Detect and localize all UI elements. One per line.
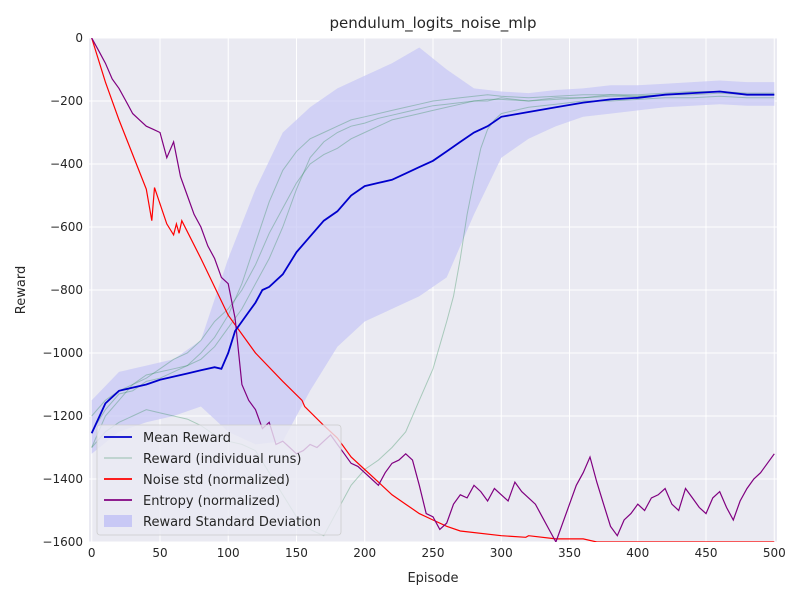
y-tick-label: −1400 bbox=[42, 472, 83, 486]
y-tick-label: −400 bbox=[50, 157, 83, 171]
x-tick-label: 400 bbox=[626, 546, 649, 560]
x-tick-label: 250 bbox=[422, 546, 445, 560]
tick-labels: 0 50 100 150 200 250 300 350 400 450 500 0 −200 −400 −… bbox=[42, 31, 785, 560]
legend-box bbox=[96, 424, 342, 536]
x-tick-label: 350 bbox=[558, 546, 581, 560]
individual-run-line bbox=[91, 90, 775, 433]
y-tick-label: −1200 bbox=[42, 409, 83, 423]
mean-reward-line bbox=[90, 90, 775, 434]
x-tick-label: 500 bbox=[763, 546, 786, 560]
x-tick-label: 100 bbox=[217, 546, 240, 560]
x-tick-label: 300 bbox=[490, 546, 513, 560]
y-tick-label: −600 bbox=[50, 220, 83, 234]
entropy-line bbox=[91, 38, 775, 542]
legend-label: Reward Standard Deviation bbox=[143, 515, 321, 530]
reward-std-band bbox=[91, 47, 775, 454]
individual-run-line bbox=[91, 91, 775, 448]
x-tick-label: 150 bbox=[285, 546, 308, 560]
legend-label: Noise std (normalized) bbox=[143, 473, 290, 488]
individual-run-line bbox=[91, 92, 775, 417]
plot-area bbox=[90, 38, 775, 542]
y-tick-label: −1000 bbox=[42, 346, 83, 360]
chart-title: pendulum_logits_noise_mlp bbox=[330, 14, 537, 33]
x-axis-label: Episode bbox=[407, 571, 458, 586]
x-tick-label: 0 bbox=[88, 546, 96, 560]
legend-swatch bbox=[104, 515, 132, 527]
y-tick-label: −1600 bbox=[42, 535, 83, 549]
y-tick-label: −800 bbox=[50, 283, 83, 297]
legend-label: Entropy (normalized) bbox=[143, 494, 280, 509]
legend-label: Reward (individual runs) bbox=[143, 452, 302, 467]
individual-run-line bbox=[91, 95, 775, 537]
x-tick-label: 50 bbox=[152, 546, 167, 560]
y-tick-label: −200 bbox=[50, 94, 83, 108]
y-axis-label: Reward bbox=[14, 266, 29, 314]
legend-label: Mean Reward bbox=[143, 431, 231, 446]
y-tick-label: 0 bbox=[75, 31, 83, 45]
x-tick-label: 450 bbox=[695, 546, 718, 560]
x-tick-label: 200 bbox=[353, 546, 376, 560]
legend: Mean Reward Reward (individual runs) Noise… bbox=[96, 424, 342, 536]
